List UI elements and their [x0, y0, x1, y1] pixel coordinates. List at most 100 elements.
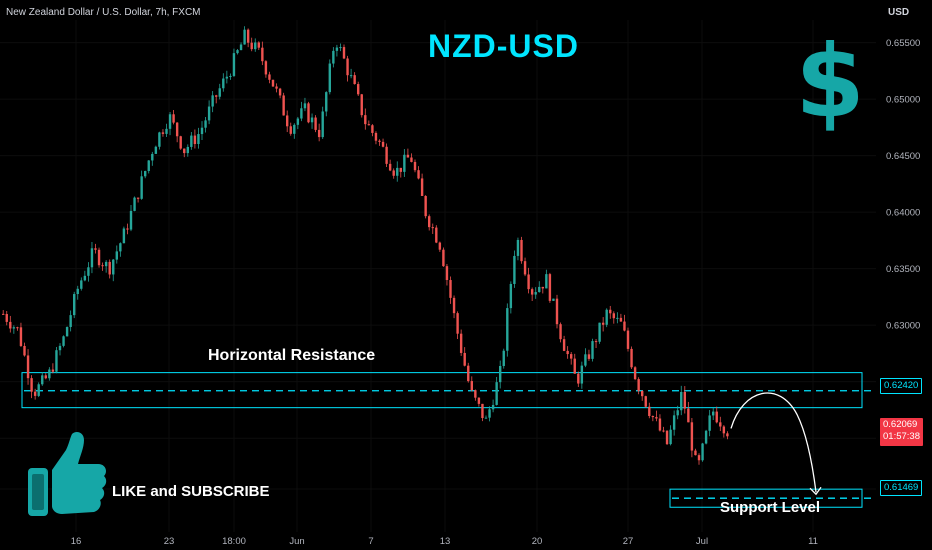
candle-body	[250, 42, 253, 50]
candle-body	[65, 327, 69, 337]
candle-body	[307, 103, 310, 123]
candle-body	[502, 350, 505, 366]
candle-body	[520, 239, 523, 262]
candle-body	[612, 313, 615, 319]
candle-body	[300, 108, 303, 119]
candle-body	[683, 391, 686, 409]
candle-body	[573, 358, 576, 374]
candle-body	[41, 375, 44, 385]
candle-body	[371, 125, 374, 133]
candle-body	[183, 148, 186, 154]
candle-body	[690, 422, 694, 451]
candle-body	[353, 75, 356, 85]
candle-body	[26, 355, 30, 379]
candle-body	[577, 373, 580, 384]
candle-body	[243, 29, 246, 45]
candle-body	[552, 298, 555, 301]
candle-body	[293, 124, 296, 134]
candle-body	[360, 94, 363, 116]
candle-body	[80, 280, 83, 289]
candle-body	[321, 111, 324, 138]
candle-body	[144, 171, 147, 177]
candle-body	[55, 350, 58, 372]
candle-body	[48, 369, 51, 379]
candle-body	[335, 47, 339, 51]
support-price-tag: 0.61469	[880, 480, 923, 496]
candle-body	[357, 84, 360, 95]
candle-body	[151, 153, 154, 161]
candle-body	[704, 430, 708, 444]
candle-body	[58, 345, 62, 351]
candle-body	[424, 195, 427, 217]
candle-body	[570, 354, 573, 359]
y-tick-label: 0.64000	[886, 208, 920, 219]
candle-body	[591, 341, 594, 359]
candle-body	[499, 365, 502, 383]
candle-body	[715, 411, 718, 423]
candle-body	[282, 95, 285, 116]
candle-body	[136, 197, 140, 199]
candle-body	[470, 381, 473, 391]
thumbs-up-icon	[28, 432, 107, 516]
candle-body	[207, 106, 211, 121]
candle-body	[254, 42, 257, 50]
candle-body	[392, 170, 395, 176]
y-tick-label: 0.65500	[886, 38, 920, 49]
candle-body	[385, 146, 388, 164]
candle-body	[165, 128, 168, 134]
candle-body	[609, 309, 612, 314]
candle-body	[12, 327, 16, 329]
candle-body	[474, 390, 477, 398]
candle-body	[69, 315, 72, 328]
candle-body	[325, 92, 328, 112]
candle-body	[601, 322, 605, 325]
candle-body	[286, 115, 289, 127]
candle-body	[112, 259, 115, 275]
candle-body	[215, 95, 218, 97]
candle-body	[584, 354, 587, 366]
candle-body	[410, 157, 413, 162]
candle-body	[168, 114, 172, 129]
candle-body	[566, 350, 569, 355]
candle-body	[701, 443, 704, 461]
candle-body	[438, 242, 442, 250]
candle-body	[626, 330, 630, 349]
candle-body	[399, 167, 402, 172]
candle-body	[662, 430, 665, 432]
candle-body	[190, 135, 193, 147]
candle-body	[676, 410, 679, 416]
candle-body	[374, 132, 378, 141]
candlestick-series	[2, 26, 729, 465]
candle-body	[236, 50, 239, 54]
candle-body	[378, 140, 381, 142]
candle-body	[594, 341, 598, 343]
candle-body	[381, 141, 385, 147]
candle-body	[87, 267, 90, 276]
candle-body	[232, 53, 236, 76]
candle-body	[161, 132, 165, 134]
candle-body	[328, 63, 331, 93]
candle-body	[289, 126, 292, 134]
candle-body	[687, 408, 690, 423]
candle-body	[435, 227, 438, 243]
candle-body	[225, 76, 229, 79]
resistance-price-tag: 0.62420	[880, 378, 923, 394]
candle-body	[580, 365, 584, 384]
candle-body	[37, 384, 40, 396]
candle-body	[559, 324, 562, 340]
resistance-zone	[21, 372, 863, 409]
last-price-value: 0.62069	[883, 419, 918, 430]
symbol-title: New Zealand Dollar / U.S. Dollar, 7h, FX…	[6, 7, 201, 18]
candle-body	[83, 275, 87, 281]
x-tick-label: 18:00	[222, 536, 246, 547]
candle-body	[665, 430, 669, 445]
candle-body	[23, 345, 26, 356]
candle-body	[555, 298, 559, 325]
candle-body	[33, 391, 37, 396]
candle-body	[463, 352, 466, 366]
candle-body	[342, 47, 346, 59]
candle-body	[488, 409, 491, 418]
candle-body	[133, 197, 136, 211]
candle-body	[467, 365, 470, 382]
